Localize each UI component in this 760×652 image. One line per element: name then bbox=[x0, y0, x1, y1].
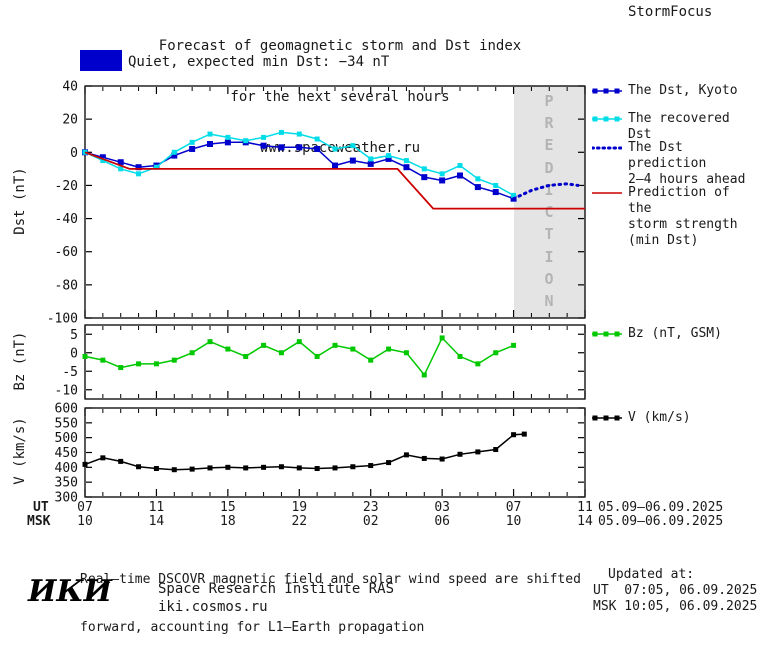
svg-text:5: 5 bbox=[70, 328, 78, 343]
legend-label: The Dst, Kyoto bbox=[628, 83, 738, 98]
svg-text:-20: -20 bbox=[55, 179, 78, 194]
status-color-box bbox=[80, 50, 122, 71]
msk-axis-label: MSK bbox=[27, 514, 51, 529]
legend-label: The recovered Dst bbox=[628, 111, 730, 142]
msk-date-range: 05.09–06.09.2025 bbox=[598, 514, 724, 529]
legend-label: Bz (nT, GSM) bbox=[628, 326, 722, 341]
legend-recovered-dst: The recovered Dst bbox=[592, 111, 760, 143]
recovered-dst-swatch bbox=[592, 113, 622, 125]
svg-text:0: 0 bbox=[70, 346, 78, 361]
dst-prediction-swatch bbox=[590, 142, 624, 154]
legend-label: 2–4 hours ahead bbox=[628, 172, 746, 187]
svg-text:600: 600 bbox=[55, 402, 78, 417]
svg-text:500: 500 bbox=[55, 431, 78, 446]
org-site: iki.cosmos.ru bbox=[158, 599, 268, 615]
x-tick-label: 10 bbox=[77, 514, 93, 529]
svg-text:-100: -100 bbox=[47, 312, 78, 327]
x-tick-label: 22 bbox=[291, 514, 308, 529]
legend-v: V (km/s) bbox=[592, 410, 691, 426]
x-tick-label: 14 bbox=[148, 514, 165, 529]
org-name: Space Research Institute RAS bbox=[158, 581, 395, 597]
legend-dst-prediction: The Dst prediction 2–4 hours ahead bbox=[590, 140, 760, 188]
dst-axis-label: Dst (nT) bbox=[12, 167, 28, 235]
x-tick-label: 07 bbox=[505, 500, 522, 515]
legend-label: Prediction of the bbox=[628, 185, 730, 216]
svg-text:300: 300 bbox=[55, 491, 78, 506]
legend-label: V (km/s) bbox=[628, 410, 691, 425]
svg-text:-40: -40 bbox=[55, 212, 78, 227]
x-tick-label: 11 bbox=[148, 500, 165, 515]
x-tick-label: 02 bbox=[362, 514, 379, 529]
x-tick-label: 06 bbox=[434, 514, 450, 529]
footer-line-1: Real–time DSCOVR magnetic field and sola… bbox=[80, 572, 581, 587]
updated-label: Updated at: bbox=[608, 567, 695, 582]
bz-swatch bbox=[592, 328, 622, 340]
svg-text:450: 450 bbox=[55, 446, 78, 461]
prediction-band bbox=[514, 86, 585, 318]
x-tick-label: 14 bbox=[577, 514, 593, 529]
storm-strength-swatch bbox=[592, 187, 622, 199]
dst-kyoto-swatch bbox=[592, 85, 622, 97]
legend-label: The Dst prediction bbox=[628, 140, 707, 171]
svg-text:550: 550 bbox=[55, 416, 78, 431]
x-tick-label: 18 bbox=[220, 514, 236, 529]
svg-text:0: 0 bbox=[70, 146, 78, 161]
x-tick-label: 10 bbox=[505, 514, 522, 529]
iki-logo: ИКИ bbox=[28, 574, 112, 609]
v-axis-label: V (km/s) bbox=[12, 417, 28, 485]
legend-bz: Bz (nT, GSM) bbox=[592, 326, 722, 342]
svg-text:-10: -10 bbox=[55, 383, 78, 398]
ut-axis-label: UT bbox=[33, 500, 49, 515]
updated-ut: UT 07:05, 06.09.2025 bbox=[593, 583, 758, 598]
page-title: Forecast of geomagnetic storm and Dst in… bbox=[158, 38, 522, 54]
dst-panel: 40 20 0 -20 -40 -60 -80 -100 bbox=[47, 80, 586, 327]
svg-text:40: 40 bbox=[62, 80, 78, 95]
svg-text:350: 350 bbox=[55, 476, 78, 491]
brand-name: StormFocus bbox=[628, 4, 713, 20]
x-tick-label: 03 bbox=[434, 500, 450, 515]
x-tick-label: 19 bbox=[291, 500, 308, 515]
svg-text:400: 400 bbox=[55, 461, 78, 476]
v-swatch bbox=[592, 412, 622, 424]
ut-date-range: 05.09–06.09.2025 bbox=[598, 500, 724, 515]
bz-panel: 5 0 -5 -10 bbox=[55, 324, 586, 400]
x-tick-label: 15 bbox=[220, 500, 236, 515]
legend-dst-kyoto: The Dst, Kyoto bbox=[592, 83, 738, 99]
svg-text:-60: -60 bbox=[55, 245, 78, 260]
x-tick-label: 23 bbox=[362, 500, 379, 515]
legend-label: (min Dst) bbox=[628, 233, 699, 248]
status-label: Quiet, expected min Dst: −34 nT bbox=[128, 54, 390, 70]
footer-line-2: forward, accounting for L1–Earth propaga… bbox=[80, 620, 425, 635]
x-tick-label: 11 bbox=[577, 500, 593, 515]
svg-text:20: 20 bbox=[62, 113, 78, 128]
updated-msk: MSK 10:05, 06.09.2025 bbox=[593, 599, 758, 614]
x-tick-label: 07 bbox=[77, 500, 93, 515]
svg-text:-80: -80 bbox=[55, 278, 78, 293]
svg-text:-5: -5 bbox=[62, 365, 78, 380]
legend-storm-strength: Prediction of the storm strength (min Ds… bbox=[592, 185, 760, 249]
legend-label: storm strength bbox=[628, 217, 738, 232]
page-subtitle: for the next several hours bbox=[230, 89, 450, 105]
